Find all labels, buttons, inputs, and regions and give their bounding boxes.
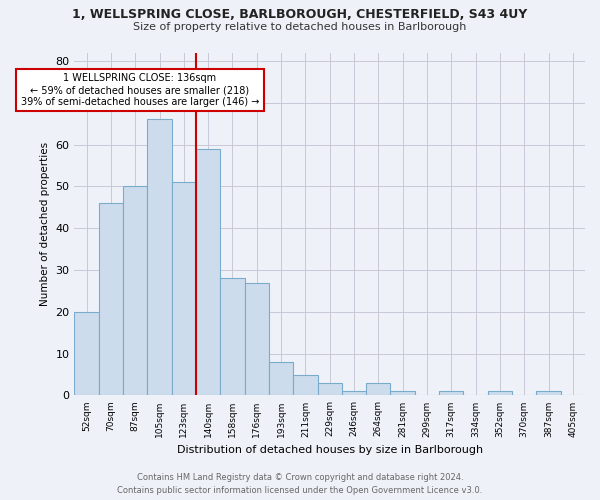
Bar xyxy=(123,186,148,396)
Bar xyxy=(269,362,293,396)
Bar xyxy=(317,383,342,396)
X-axis label: Distribution of detached houses by size in Barlborough: Distribution of detached houses by size … xyxy=(176,445,483,455)
Text: 1, WELLSPRING CLOSE, BARLBOROUGH, CHESTERFIELD, S43 4UY: 1, WELLSPRING CLOSE, BARLBOROUGH, CHESTE… xyxy=(73,8,527,20)
Bar xyxy=(245,282,269,396)
Bar xyxy=(196,148,220,396)
Bar xyxy=(293,374,317,396)
Y-axis label: Number of detached properties: Number of detached properties xyxy=(40,142,50,306)
Bar xyxy=(366,383,391,396)
Bar xyxy=(439,391,463,396)
Text: Size of property relative to detached houses in Barlborough: Size of property relative to detached ho… xyxy=(133,22,467,32)
Bar xyxy=(342,391,366,396)
Bar xyxy=(391,391,415,396)
Bar xyxy=(99,203,123,396)
Text: 1 WELLSPRING CLOSE: 136sqm
← 59% of detached houses are smaller (218)
39% of sem: 1 WELLSPRING CLOSE: 136sqm ← 59% of deta… xyxy=(21,74,259,106)
Bar xyxy=(536,391,560,396)
Bar xyxy=(148,120,172,396)
Bar xyxy=(488,391,512,396)
Bar xyxy=(74,312,99,396)
Bar xyxy=(172,182,196,396)
Bar xyxy=(220,278,245,396)
Text: Contains HM Land Registry data © Crown copyright and database right 2024.
Contai: Contains HM Land Registry data © Crown c… xyxy=(118,474,482,495)
